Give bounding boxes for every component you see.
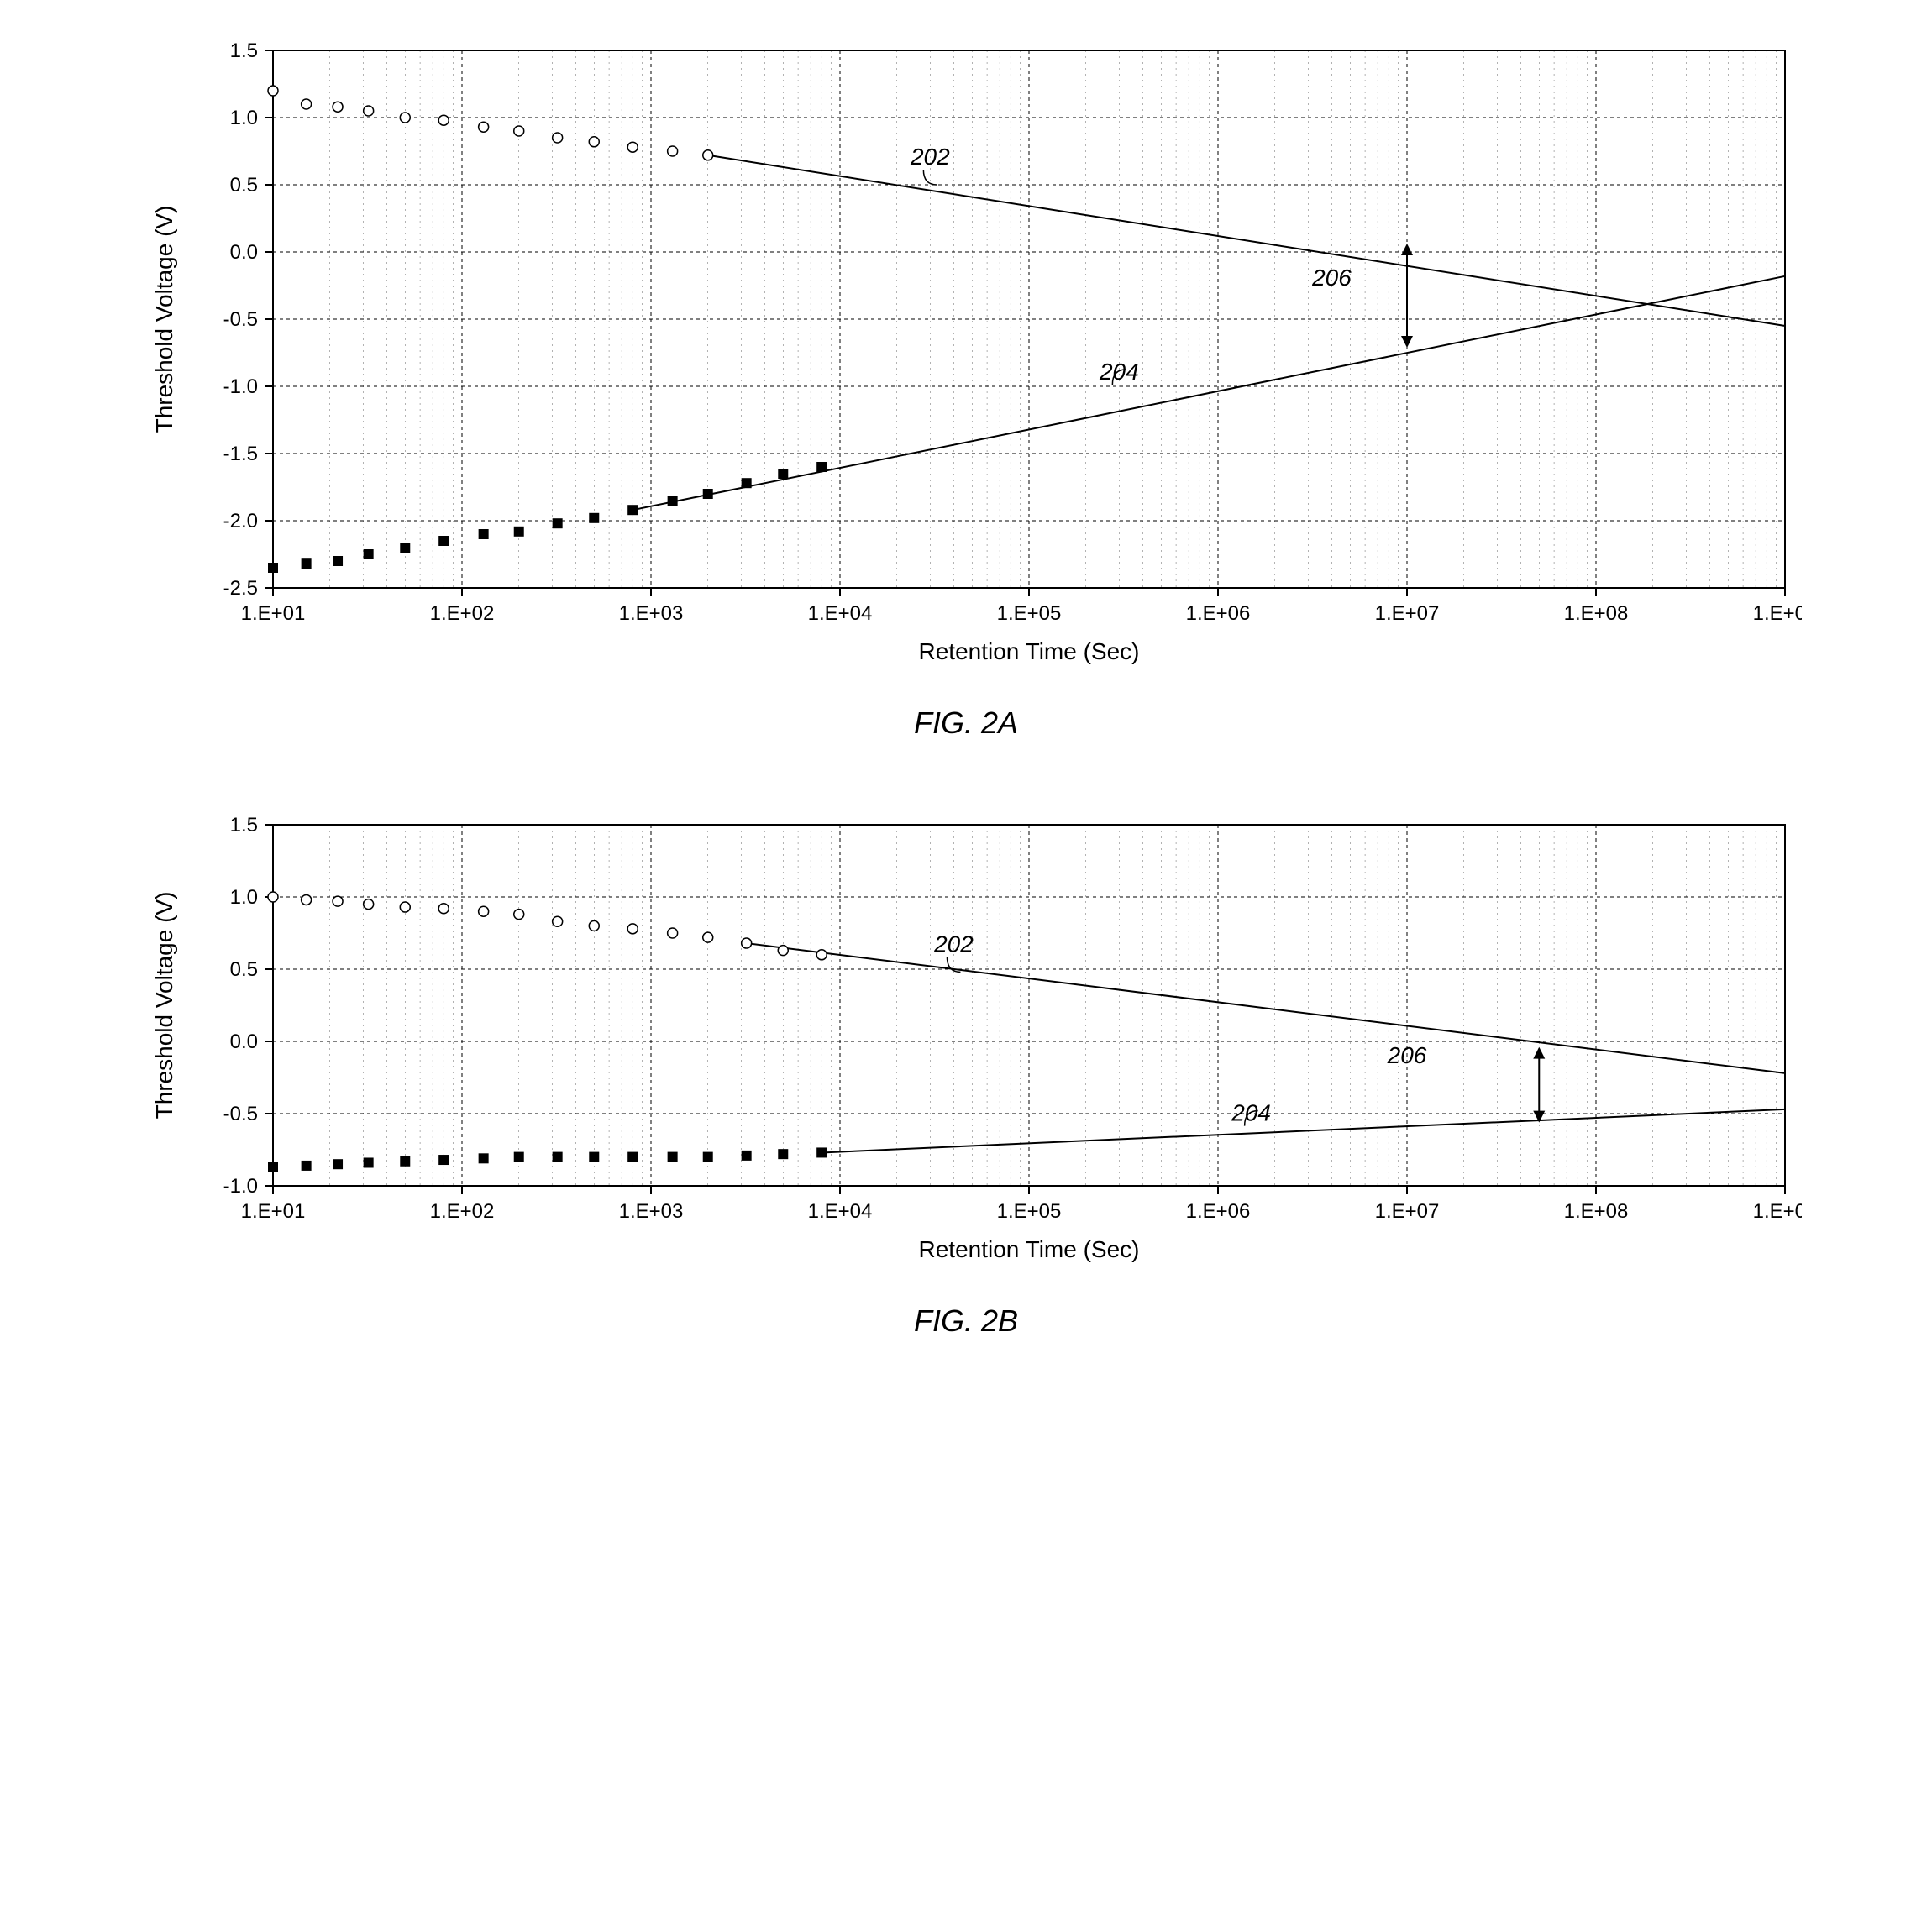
figure-2a: 1.E+01 1.E+02 1.E+03 1.E+04 1.E+05 1.E+06 1.E+… <box>34 34 1898 741</box>
svg-text:-0.5: -0.5 <box>223 308 258 331</box>
caption-2b: FIG. 2B <box>34 1303 1898 1339</box>
svg-text:-0.5: -0.5 <box>223 1103 258 1125</box>
svg-text:-1.0: -1.0 <box>223 375 258 398</box>
svg-text:1.E+04: 1.E+04 <box>808 602 873 625</box>
svg-text:-1.0: -1.0 <box>223 1175 258 1198</box>
svg-text:1.E+05: 1.E+05 <box>997 602 1062 625</box>
svg-text:1.0: 1.0 <box>230 107 258 129</box>
svg-text:1.0: 1.0 <box>230 886 258 909</box>
svg-text:206: 206 <box>1311 265 1352 291</box>
chart-2a: 1.E+01 1.E+02 1.E+03 1.E+04 1.E+05 1.E+06 1.E+… <box>34 34 1898 680</box>
svg-text:1.E+01: 1.E+01 <box>241 602 306 625</box>
svg-text:Threshold Voltage (V): Threshold Voltage (V) <box>151 206 177 433</box>
svg-text:1.5: 1.5 <box>230 814 258 836</box>
svg-text:1.E+03: 1.E+03 <box>619 602 684 625</box>
svg-text:202: 202 <box>910 144 950 170</box>
svg-text:1.E+02: 1.E+02 <box>430 602 495 625</box>
svg-text:1.E+09: 1.E+09 <box>1753 1200 1802 1223</box>
svg-text:Threshold Voltage (V): Threshold Voltage (V) <box>151 892 177 1120</box>
svg-text:1.E+07: 1.E+07 <box>1375 1200 1440 1223</box>
svg-text:1.5: 1.5 <box>230 39 258 62</box>
caption-2a: FIG. 2A <box>34 705 1898 741</box>
svg-text:-2.5: -2.5 <box>223 577 258 600</box>
svg-text:Retention Time (Sec): Retention Time (Sec) <box>919 1236 1140 1262</box>
svg-text:0.0: 0.0 <box>230 1030 258 1053</box>
svg-text:1.E+01: 1.E+01 <box>241 1200 306 1223</box>
svg-text:0.0: 0.0 <box>230 241 258 264</box>
svg-text:1.E+07: 1.E+07 <box>1375 602 1440 625</box>
svg-text:1.E+04: 1.E+04 <box>808 1200 873 1223</box>
svg-text:-2.0: -2.0 <box>223 510 258 532</box>
svg-text:-1.5: -1.5 <box>223 443 258 465</box>
svg-text:202: 202 <box>933 931 974 957</box>
chart-2b: 1.E+01 1.E+02 1.E+03 1.E+04 1.E+05 1.E+06 1.E+… <box>34 808 1898 1278</box>
svg-text:Retention Time (Sec): Retention Time (Sec) <box>919 638 1140 664</box>
svg-text:0.5: 0.5 <box>230 958 258 981</box>
svg-text:1.E+03: 1.E+03 <box>619 1200 684 1223</box>
figure-2b: 1.E+01 1.E+02 1.E+03 1.E+04 1.E+05 1.E+06 1.E+… <box>34 808 1898 1339</box>
svg-text:1.E+05: 1.E+05 <box>997 1200 1062 1223</box>
svg-text:1.E+08: 1.E+08 <box>1564 1200 1629 1223</box>
svg-text:1.E+06: 1.E+06 <box>1186 602 1251 625</box>
svg-text:1.E+02: 1.E+02 <box>430 1200 495 1223</box>
svg-text:1.E+09: 1.E+09 <box>1753 602 1802 625</box>
svg-text:1.E+08: 1.E+08 <box>1564 602 1629 625</box>
svg-text:1.E+06: 1.E+06 <box>1186 1200 1251 1223</box>
svg-text:206: 206 <box>1387 1042 1427 1068</box>
svg-text:0.5: 0.5 <box>230 174 258 197</box>
